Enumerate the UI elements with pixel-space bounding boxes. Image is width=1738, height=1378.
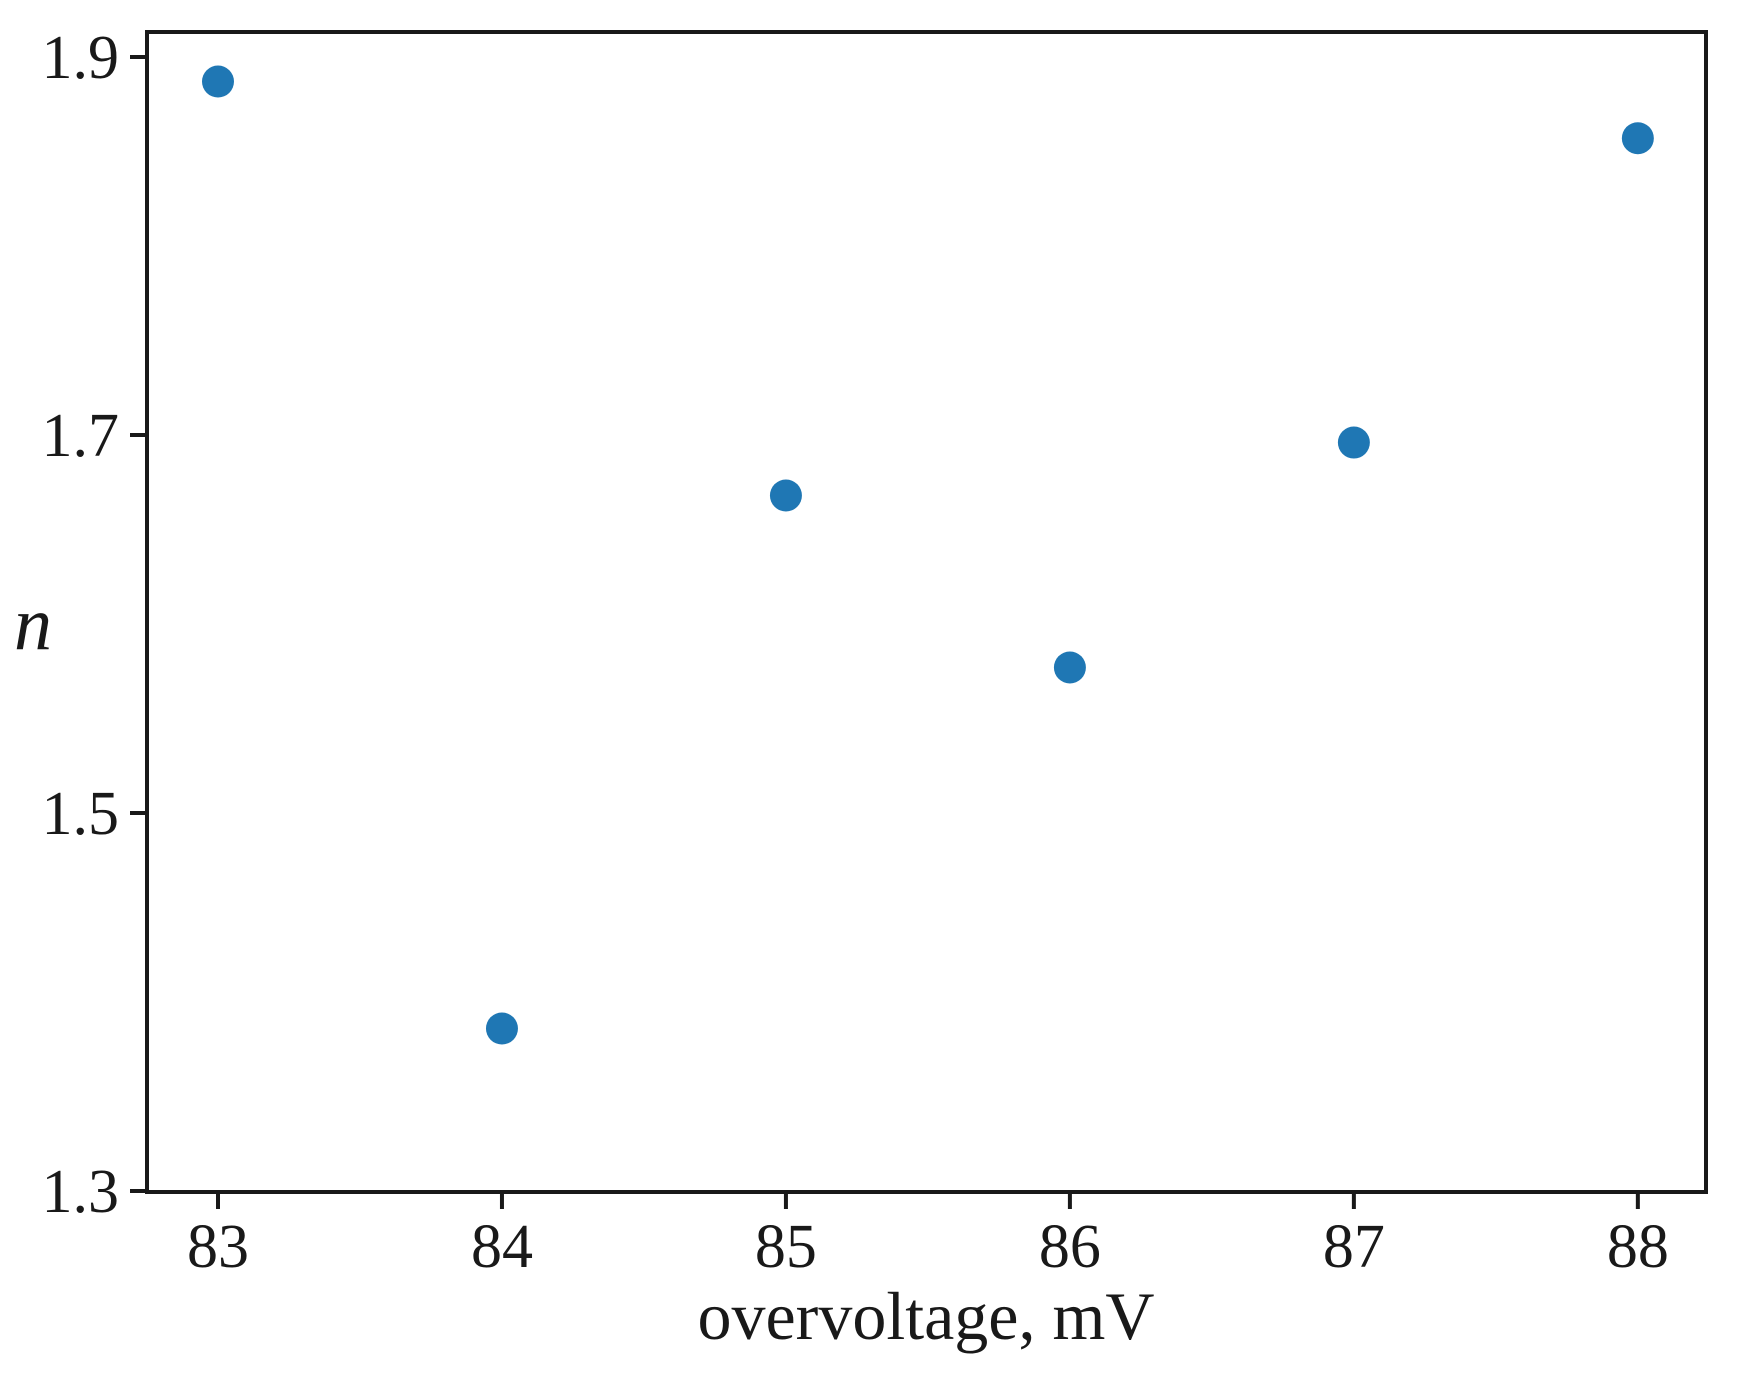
x-tick-label: 88 <box>1607 1213 1669 1281</box>
x-tick-label: 85 <box>755 1213 817 1281</box>
x-axis-label: overvoltage, mV <box>698 1278 1155 1354</box>
x-tick-label: 83 <box>187 1213 249 1281</box>
x-tick-label: 86 <box>1039 1213 1101 1281</box>
y-axis-label: n <box>14 582 52 666</box>
x-tick-label: 84 <box>471 1213 533 1281</box>
y-tick-label: 1.9 <box>42 24 120 92</box>
data-point <box>1053 651 1086 684</box>
data-point <box>1337 426 1370 459</box>
data-point <box>201 65 234 98</box>
y-tick-label: 1.5 <box>42 780 120 848</box>
y-tick-label: 1.3 <box>42 1158 120 1226</box>
data-point <box>769 479 802 512</box>
x-tick-label: 87 <box>1323 1213 1385 1281</box>
data-point <box>1621 122 1654 155</box>
y-tick-label: 1.7 <box>42 402 120 470</box>
axes-border <box>145 30 1708 1194</box>
data-point <box>485 1012 518 1045</box>
